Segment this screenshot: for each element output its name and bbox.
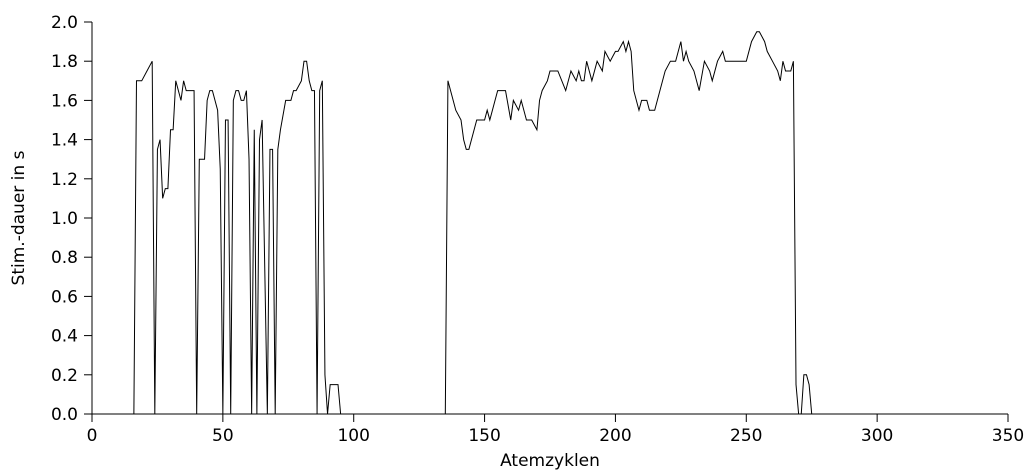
- y-tick-label: 1.8: [51, 52, 78, 72]
- x-tick-label: 100: [337, 426, 369, 446]
- y-tick-label: 0.4: [51, 327, 78, 347]
- x-tick-label: 50: [212, 426, 234, 446]
- data-line: [92, 31, 917, 415]
- y-tick-label: 0.8: [51, 248, 78, 268]
- x-axis-label: Atemzyklen: [500, 451, 600, 471]
- x-tick-label: 0: [87, 426, 98, 446]
- y-tick-label: 1.6: [51, 91, 78, 111]
- x-tick-label: 150: [468, 426, 500, 446]
- y-axis-label: Stim.-dauer in s: [9, 150, 29, 285]
- y-tick-label: 2.0: [51, 13, 78, 33]
- y-tick-label: 0.2: [51, 366, 78, 386]
- x-tick-label: 200: [599, 426, 631, 446]
- y-tick-label: 0.0: [51, 405, 78, 425]
- y-tick-label: 1.2: [51, 170, 78, 190]
- x-tick-label: 250: [730, 426, 762, 446]
- y-tick-label: 0.6: [51, 287, 78, 307]
- x-tick-label: 350: [992, 426, 1024, 446]
- x-tick-label: 300: [861, 426, 893, 446]
- y-tick-label: 1.4: [51, 131, 78, 151]
- y-tick-label: 1.0: [51, 209, 78, 229]
